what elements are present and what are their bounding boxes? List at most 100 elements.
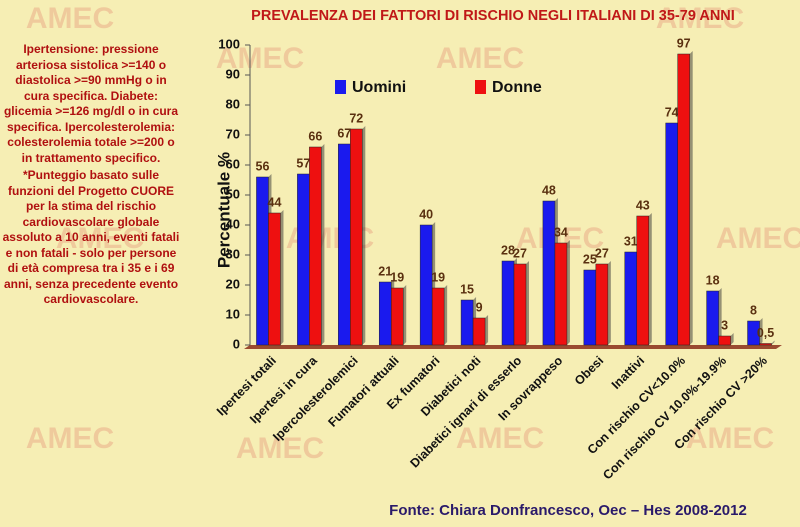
bar-side — [718, 288, 722, 345]
y-tick-label: 70 — [226, 126, 240, 141]
bar-side — [280, 210, 284, 345]
bar — [706, 290, 719, 346]
data-label: 48 — [542, 183, 556, 197]
bar — [542, 200, 556, 346]
bar-side — [648, 213, 652, 345]
bar — [636, 215, 650, 346]
bar — [759, 343, 772, 346]
bar — [472, 317, 486, 346]
bar-side — [607, 261, 611, 345]
data-label: 8 — [750, 303, 757, 317]
data-label: 21 — [378, 264, 392, 278]
data-label: 3 — [721, 318, 728, 332]
bar — [268, 212, 281, 346]
bar — [677, 53, 690, 346]
y-tick-label: 80 — [226, 96, 240, 111]
data-label: 18 — [706, 273, 720, 287]
bar-side — [362, 126, 366, 345]
bar — [378, 281, 392, 346]
data-label: 19 — [390, 270, 404, 284]
bar-side — [759, 318, 763, 345]
watermark: AMEC — [26, 2, 114, 35]
data-label: 43 — [636, 198, 650, 212]
bar — [513, 263, 527, 346]
data-label: 9 — [476, 300, 483, 314]
y-tick-label: 0 — [233, 336, 240, 351]
bar — [390, 287, 404, 346]
bar — [595, 263, 609, 346]
data-label: 19 — [431, 270, 445, 284]
note: Ipertensione: pressione arteriosa sistol… — [3, 42, 179, 165]
watermark: AMEC — [716, 222, 800, 255]
legend-label: Donne — [492, 79, 542, 96]
data-label: 72 — [349, 111, 363, 125]
bar-side — [689, 51, 693, 345]
y-axis-label: Percentuale % — [214, 152, 233, 268]
bar-side — [321, 144, 325, 345]
y-tick-label: 10 — [226, 306, 240, 321]
data-label: 0,5 — [757, 326, 774, 340]
bar — [501, 260, 515, 346]
data-label: 15 — [460, 282, 474, 296]
data-label: 31 — [624, 234, 638, 248]
data-label: 74 — [665, 105, 679, 119]
bar-side — [730, 333, 734, 345]
data-label: 57 — [296, 156, 310, 170]
bar — [460, 299, 474, 346]
legend-label: Uomini — [352, 79, 406, 96]
bar — [350, 128, 363, 346]
bar-side — [485, 315, 489, 345]
data-label: 66 — [308, 129, 322, 143]
bar — [431, 287, 445, 346]
bar-side — [526, 261, 529, 345]
x-tick-label: Fumatori attuali — [325, 354, 401, 430]
watermark: AMEC — [56, 222, 144, 255]
data-label: 56 — [256, 159, 270, 173]
watermark: AMEC — [656, 2, 744, 35]
y-tick-label: 50 — [226, 186, 240, 201]
bar — [624, 251, 638, 346]
bar — [665, 122, 678, 346]
data-label: 34 — [554, 225, 568, 239]
watermark: AMEC — [436, 42, 524, 75]
bar — [583, 269, 597, 346]
data-label: 25 — [583, 252, 597, 266]
watermark: AMEC — [216, 42, 304, 75]
legend-swatch — [475, 80, 486, 94]
bar-side — [771, 340, 775, 345]
bar — [338, 143, 351, 346]
watermark: AMEC — [686, 422, 774, 455]
bar — [309, 146, 322, 346]
x-tick-label: Obesi — [572, 354, 606, 388]
data-label: 27 — [513, 246, 527, 260]
legend-swatch — [335, 80, 346, 94]
chart-title: PREVALENZA DEI FATTORI DI RISCHIO NEGLI … — [251, 8, 735, 24]
watermark: AMEC — [236, 432, 324, 465]
data-label: 67 — [337, 126, 351, 140]
watermark: AMEC — [456, 422, 544, 455]
data-label: 27 — [595, 246, 609, 260]
bar — [297, 173, 310, 346]
floor — [244, 345, 782, 349]
y-tick-label: 20 — [226, 276, 240, 291]
bar — [747, 320, 760, 346]
bar-side — [444, 285, 448, 345]
y-tick-label: 60 — [226, 156, 240, 171]
data-label: 44 — [268, 195, 282, 209]
notes: Ipertensione: pressione arteriosa sistol… — [2, 42, 180, 310]
y-tick-label: 30 — [226, 246, 240, 261]
bar — [718, 335, 731, 346]
bar-side — [566, 240, 570, 345]
bar — [419, 224, 433, 346]
source: Fonte: Chiara Donfrancesco, Oec – Hes 20… — [389, 502, 747, 519]
bar-side — [403, 285, 407, 345]
y-tick-label: 90 — [226, 66, 240, 81]
x-tick-label: Inattivi — [609, 354, 647, 392]
y-tick-label: 100 — [218, 36, 240, 51]
data-label: 40 — [419, 207, 433, 221]
y-tick-label: 40 — [226, 216, 240, 231]
footnote: *Punteggio basato sulle funzioni del Pro… — [2, 168, 180, 306]
